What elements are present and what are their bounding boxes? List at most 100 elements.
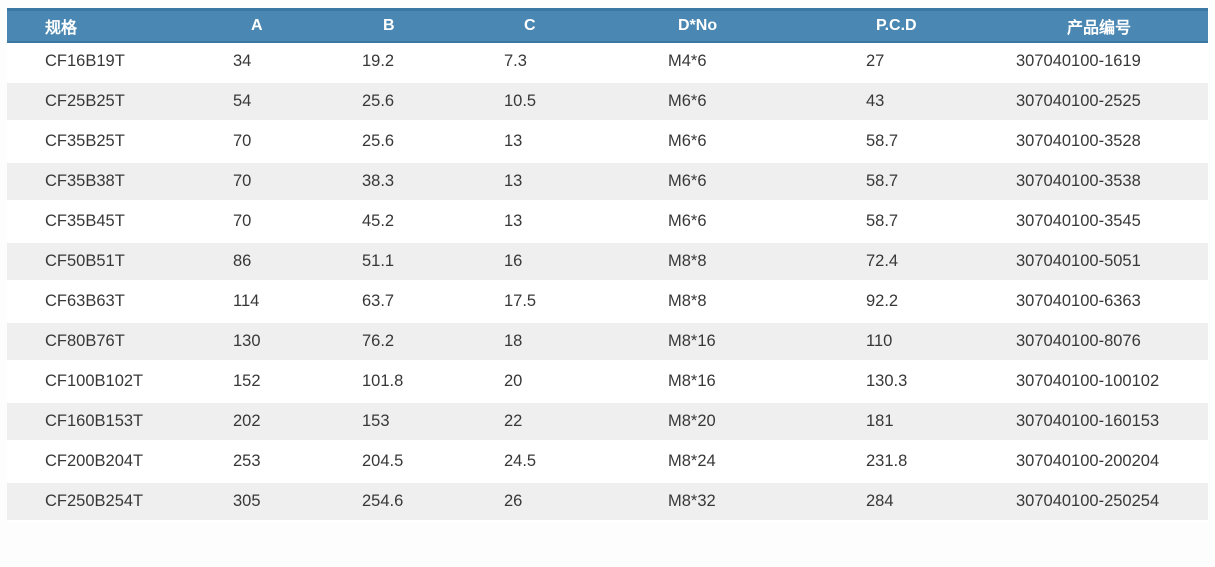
table-cell: CF80B76T <box>7 323 225 363</box>
table-cell: 10.5 <box>490 83 640 123</box>
table-cell: 20 <box>490 363 640 403</box>
table-cell: 153 <box>352 403 490 443</box>
table-cell: 254.6 <box>352 483 490 523</box>
table-cell: 130 <box>225 323 352 363</box>
table-cell: M8*16 <box>640 363 840 403</box>
table-cell: 43 <box>840 83 990 123</box>
table-cell: M6*6 <box>640 203 840 243</box>
table-cell: 51.1 <box>352 243 490 283</box>
table-cell: 307040100-5051 <box>990 243 1208 283</box>
column-header-pcd: P.C.D <box>840 8 990 43</box>
table-row: CF160B153T 202 153 22 M8*20 181 307040100-1601… <box>7 403 1208 443</box>
table-cell: 70 <box>225 203 352 243</box>
table-row: CF63B63T 114 63.7 17.5 M8*8 92.2 307040100-636… <box>7 283 1208 323</box>
table-cell: 45.2 <box>352 203 490 243</box>
table-cell: CF200B204T <box>7 443 225 483</box>
table-cell: 70 <box>225 163 352 203</box>
table-cell: CF25B25T <box>7 83 225 123</box>
table-cell: 152 <box>225 363 352 403</box>
column-header-b: B <box>352 8 490 43</box>
table-cell: 307040100-8076 <box>990 323 1208 363</box>
table-cell: CF160B153T <box>7 403 225 443</box>
table-cell: M6*6 <box>640 123 840 163</box>
table-cell: 17.5 <box>490 283 640 323</box>
column-header-d-no: D*No <box>640 8 840 43</box>
table-cell: CF100B102T <box>7 363 225 403</box>
column-header-a: A <box>225 8 352 43</box>
table-cell: 202 <box>225 403 352 443</box>
table-cell: 307040100-200204 <box>990 443 1208 483</box>
column-header-c: C <box>490 8 640 43</box>
table-cell: 63.7 <box>352 283 490 323</box>
table-cell: CF50B51T <box>7 243 225 283</box>
table-cell: 25.6 <box>352 83 490 123</box>
table-cell: M8*8 <box>640 243 840 283</box>
table-cell: 58.7 <box>840 163 990 203</box>
table-cell: 86 <box>225 243 352 283</box>
table-cell: M8*20 <box>640 403 840 443</box>
table-body: CF16B19T 34 19.2 7.3 M4*6 27 307040100-1619 CF2… <box>7 43 1208 523</box>
table-cell: 307040100-250254 <box>990 483 1208 523</box>
table-cell: CF35B25T <box>7 123 225 163</box>
table-cell: 72.4 <box>840 243 990 283</box>
table-cell: CF35B45T <box>7 203 225 243</box>
table-cell: 24.5 <box>490 443 640 483</box>
table-row: CF35B25T 70 25.6 13 M6*6 58.7 307040100-3528 <box>7 123 1208 163</box>
table-cell: 76.2 <box>352 323 490 363</box>
table-cell: 307040100-3545 <box>990 203 1208 243</box>
table-cell: 22 <box>490 403 640 443</box>
table-cell: M4*6 <box>640 43 840 83</box>
table-cell: M8*8 <box>640 283 840 323</box>
table-cell: 13 <box>490 203 640 243</box>
table-cell: 58.7 <box>840 203 990 243</box>
table-cell: 19.2 <box>352 43 490 83</box>
table-cell: 16 <box>490 243 640 283</box>
table-cell: 307040100-1619 <box>990 43 1208 83</box>
table-cell: CF63B63T <box>7 283 225 323</box>
table-cell: 34 <box>225 43 352 83</box>
table-cell: 253 <box>225 443 352 483</box>
table-cell: 27 <box>840 43 990 83</box>
column-header-spec: 规格 <box>7 8 225 43</box>
table-cell: 7.3 <box>490 43 640 83</box>
table-row: CF80B76T 130 76.2 18 M8*16 110 307040100-8076 <box>7 323 1208 363</box>
table-cell: 181 <box>840 403 990 443</box>
table-cell: 307040100-3528 <box>990 123 1208 163</box>
table-row: CF250B254T 305 254.6 26 M8*32 284 307040100-25… <box>7 483 1208 523</box>
table-row: CF35B45T 70 45.2 13 M6*6 58.7 307040100-3545 <box>7 203 1208 243</box>
table-header-row: 规格 A B C D*No P.C.D 产品编号 <box>7 8 1208 43</box>
table-cell: 307040100-160153 <box>990 403 1208 443</box>
table-cell: 307040100-2525 <box>990 83 1208 123</box>
table-cell: M8*32 <box>640 483 840 523</box>
table-cell: 92.2 <box>840 283 990 323</box>
table-cell: 307040100-6363 <box>990 283 1208 323</box>
table-cell: M8*16 <box>640 323 840 363</box>
table-row: CF16B19T 34 19.2 7.3 M4*6 27 307040100-1619 <box>7 43 1208 83</box>
table-cell: 231.8 <box>840 443 990 483</box>
table-cell: 26 <box>490 483 640 523</box>
table-cell: 101.8 <box>352 363 490 403</box>
table-row: CF100B102T 152 101.8 20 M8*16 130.3 307040100-… <box>7 363 1208 403</box>
table-cell: 58.7 <box>840 123 990 163</box>
table-cell: CF16B19T <box>7 43 225 83</box>
table-cell: 307040100-3538 <box>990 163 1208 203</box>
table-cell: M6*6 <box>640 83 840 123</box>
table-cell: 114 <box>225 283 352 323</box>
table-row: CF35B38T 70 38.3 13 M6*6 58.7 307040100-3538 <box>7 163 1208 203</box>
table-row: CF50B51T 86 51.1 16 M8*8 72.4 307040100-5051 <box>7 243 1208 283</box>
table-cell: CF35B38T <box>7 163 225 203</box>
table-cell: 70 <box>225 123 352 163</box>
table-cell: 18 <box>490 323 640 363</box>
table-cell: 13 <box>490 123 640 163</box>
table-cell: 38.3 <box>352 163 490 203</box>
table-cell: 130.3 <box>840 363 990 403</box>
table-header: 规格 A B C D*No P.C.D 产品编号 <box>7 8 1208 43</box>
table-cell: 305 <box>225 483 352 523</box>
column-header-product-number: 产品编号 <box>990 8 1208 43</box>
table-row: CF25B25T 54 25.6 10.5 M6*6 43 307040100-2525 <box>7 83 1208 123</box>
table-cell: 284 <box>840 483 990 523</box>
table-cell: M6*6 <box>640 163 840 203</box>
table-row: CF200B204T 253 204.5 24.5 M8*24 231.8 30704010… <box>7 443 1208 483</box>
table-cell: 110 <box>840 323 990 363</box>
table-cell: 307040100-100102 <box>990 363 1208 403</box>
